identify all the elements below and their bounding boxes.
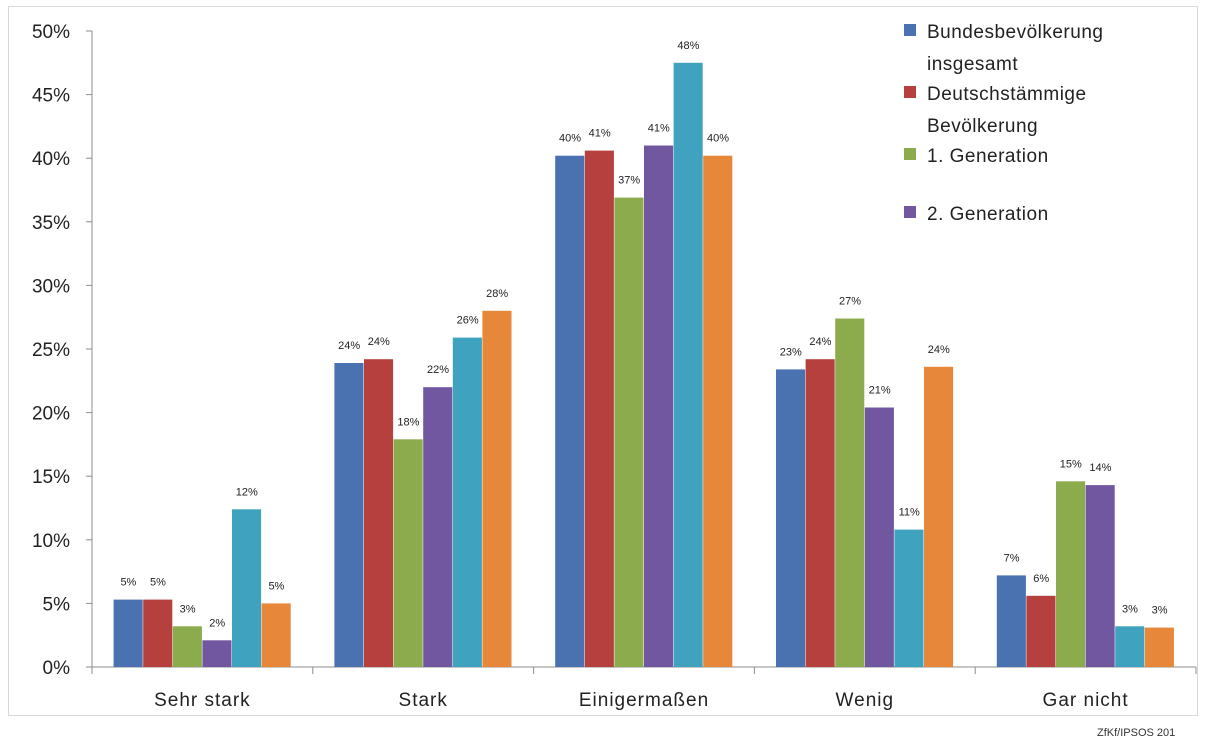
data-label: 18%	[397, 416, 419, 428]
data-label: 7%	[1004, 552, 1020, 564]
data-label: 24%	[368, 336, 390, 348]
data-label: 21%	[869, 385, 891, 397]
legend-swatch	[904, 206, 916, 218]
bar	[555, 155, 585, 667]
y-tick-label: 25%	[32, 340, 70, 361]
bar	[864, 407, 894, 667]
data-label: 40%	[559, 133, 581, 145]
legend-swatch	[904, 24, 916, 36]
bar	[143, 599, 173, 667]
data-label: 41%	[648, 123, 670, 135]
x-tick-label: Wenig	[836, 690, 895, 711]
data-label: 37%	[618, 175, 640, 187]
bar	[776, 369, 806, 667]
legend-swatch	[904, 86, 916, 98]
legend: Bundesbevölkerung insgesamt Deutschstämmig…	[904, 22, 1103, 225]
bar	[113, 599, 143, 667]
bar	[924, 366, 954, 667]
bar	[1056, 481, 1086, 667]
legend-entry: 2. Generation	[927, 204, 1049, 225]
data-label: 22%	[427, 364, 449, 376]
data-label: 40%	[707, 133, 729, 145]
bars	[113, 62, 1174, 668]
data-label: 14%	[1089, 462, 1111, 474]
data-label: 28%	[486, 288, 508, 300]
bar	[232, 509, 262, 667]
data-label: 23%	[780, 346, 802, 358]
legend-entry: Bevölkerung	[927, 116, 1038, 137]
bar	[1085, 485, 1115, 667]
data-label: 15%	[1060, 458, 1082, 470]
data-label: 27%	[839, 296, 861, 308]
bar	[673, 62, 703, 668]
x-tick-label: Sehr stark	[154, 690, 251, 711]
data-label: 24%	[928, 344, 950, 356]
y-tick-label: 40%	[32, 149, 70, 170]
x-tick-label: Stark	[399, 690, 448, 711]
bar	[202, 640, 232, 667]
data-label: 41%	[589, 128, 611, 140]
bar	[482, 310, 512, 667]
source-note: ZfKf/IPSOS 201	[1097, 727, 1176, 739]
y-tick-label: 10%	[32, 531, 70, 552]
bar	[584, 150, 614, 668]
bar	[996, 575, 1026, 667]
legend-entry: insgesamt	[927, 54, 1018, 75]
x-tick-label: Gar nicht	[1043, 690, 1129, 711]
bar	[1115, 626, 1145, 667]
data-label: 5%	[120, 577, 136, 589]
y-tick-label: 0%	[43, 658, 71, 679]
y-tick-label: 50%	[32, 22, 70, 43]
y-tick-label: 45%	[32, 86, 70, 107]
data-label: 5%	[268, 580, 284, 592]
bar	[1144, 627, 1174, 667]
legend-swatch	[904, 148, 916, 160]
y-tick-label: 15%	[32, 467, 70, 488]
data-label: 48%	[677, 40, 699, 52]
y-tick-label: 5%	[43, 594, 71, 615]
bar	[261, 603, 291, 667]
y-tick-label: 35%	[32, 213, 70, 234]
bar	[393, 439, 423, 667]
data-label: 26%	[457, 315, 479, 327]
legend-entry: Bundesbevölkerung	[927, 22, 1103, 43]
bar	[835, 318, 865, 667]
x-tick-label: Einigermaßen	[579, 690, 709, 711]
data-label: 6%	[1033, 573, 1049, 585]
data-label: 5%	[150, 577, 166, 589]
data-label: 3%	[1152, 605, 1168, 617]
data-label: 24%	[809, 336, 831, 348]
y-tick-label: 30%	[32, 276, 70, 297]
data-label: 3%	[1122, 603, 1138, 615]
data-label: 12%	[236, 486, 258, 498]
axes: 0% 5% 10% 15% 20% 25% 30% 35% 40% 45% 50% Sehr star…	[32, 22, 1197, 711]
bar	[805, 359, 835, 667]
bar	[423, 387, 453, 667]
legend-entry: Deutschstämmige	[927, 84, 1087, 105]
data-label: 24%	[338, 340, 360, 352]
data-label: 11%	[899, 507, 920, 519]
bar	[703, 155, 733, 667]
y-tick-label: 20%	[32, 404, 70, 425]
bar	[614, 197, 644, 667]
bar	[452, 337, 482, 667]
data-labels: 5% 24% 40% 23% 7% 5% 24% 41% 24% 6% 3% 18% 37% 27% 15%…	[120, 40, 1168, 629]
legend-entry: 1. Generation	[927, 146, 1049, 167]
bar	[894, 529, 924, 667]
bar	[644, 145, 674, 667]
bar	[1026, 595, 1056, 667]
bar	[364, 359, 394, 667]
data-label: 3%	[180, 603, 196, 615]
bar	[172, 626, 202, 667]
data-label: 2%	[209, 617, 225, 629]
bar	[334, 363, 364, 667]
